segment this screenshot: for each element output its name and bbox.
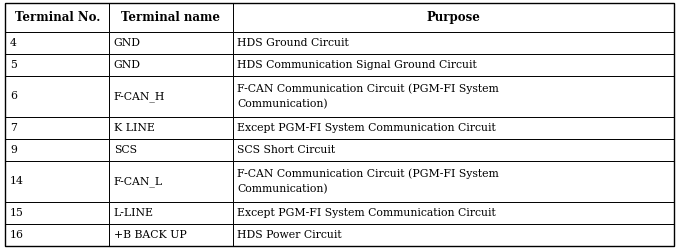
Text: F-CAN Communication Circuit (PGM-FI System
Communication): F-CAN Communication Circuit (PGM-FI Syst… — [238, 83, 499, 109]
Bar — [5, 117, 109, 139]
Bar — [109, 139, 233, 161]
Bar — [233, 32, 674, 54]
Text: GND: GND — [114, 38, 141, 48]
Text: Except PGM-FI System Communication Circuit: Except PGM-FI System Communication Circu… — [238, 123, 496, 133]
Text: K LINE: K LINE — [114, 123, 155, 133]
Bar — [233, 76, 674, 117]
Text: 6: 6 — [10, 91, 17, 101]
Bar — [109, 117, 233, 139]
Text: 5: 5 — [10, 60, 17, 70]
Text: +B BACK UP: +B BACK UP — [114, 230, 187, 240]
Text: HDS Power Circuit: HDS Power Circuit — [238, 230, 342, 240]
Bar — [109, 224, 233, 246]
Bar — [233, 224, 674, 246]
Text: Except PGM-FI System Communication Circuit: Except PGM-FI System Communication Circu… — [238, 208, 496, 218]
Bar — [233, 54, 674, 76]
Text: 15: 15 — [10, 208, 24, 218]
Bar — [5, 54, 109, 76]
Text: L-LINE: L-LINE — [114, 208, 153, 218]
Bar — [5, 202, 109, 224]
Bar — [233, 161, 674, 202]
Bar — [233, 202, 674, 224]
Text: F-CAN_L: F-CAN_L — [114, 176, 163, 187]
Bar — [109, 76, 233, 117]
Text: Terminal name: Terminal name — [122, 11, 220, 24]
Text: F-CAN_H: F-CAN_H — [114, 91, 165, 102]
Bar — [109, 161, 233, 202]
Bar — [233, 3, 674, 32]
Text: Purpose: Purpose — [426, 11, 480, 24]
Bar — [233, 139, 674, 161]
Text: 16: 16 — [10, 230, 24, 240]
Bar — [5, 32, 109, 54]
Bar — [109, 32, 233, 54]
Text: Terminal No.: Terminal No. — [14, 11, 100, 24]
Bar — [233, 117, 674, 139]
Text: 14: 14 — [10, 177, 24, 187]
Bar — [5, 3, 109, 32]
Text: SCS Short Circuit: SCS Short Circuit — [238, 145, 335, 155]
Bar — [109, 54, 233, 76]
Text: SCS: SCS — [114, 145, 136, 155]
Bar — [5, 139, 109, 161]
Text: 4: 4 — [10, 38, 17, 48]
Text: GND: GND — [114, 60, 141, 70]
Text: 7: 7 — [10, 123, 17, 133]
Text: F-CAN Communication Circuit (PGM-FI System
Communication): F-CAN Communication Circuit (PGM-FI Syst… — [238, 169, 499, 194]
Text: 9: 9 — [10, 145, 17, 155]
Bar — [5, 76, 109, 117]
Text: HDS Ground Circuit: HDS Ground Circuit — [238, 38, 349, 48]
Bar — [5, 224, 109, 246]
Text: HDS Communication Signal Ground Circuit: HDS Communication Signal Ground Circuit — [238, 60, 477, 70]
Bar — [109, 3, 233, 32]
Bar — [5, 161, 109, 202]
Bar — [109, 202, 233, 224]
